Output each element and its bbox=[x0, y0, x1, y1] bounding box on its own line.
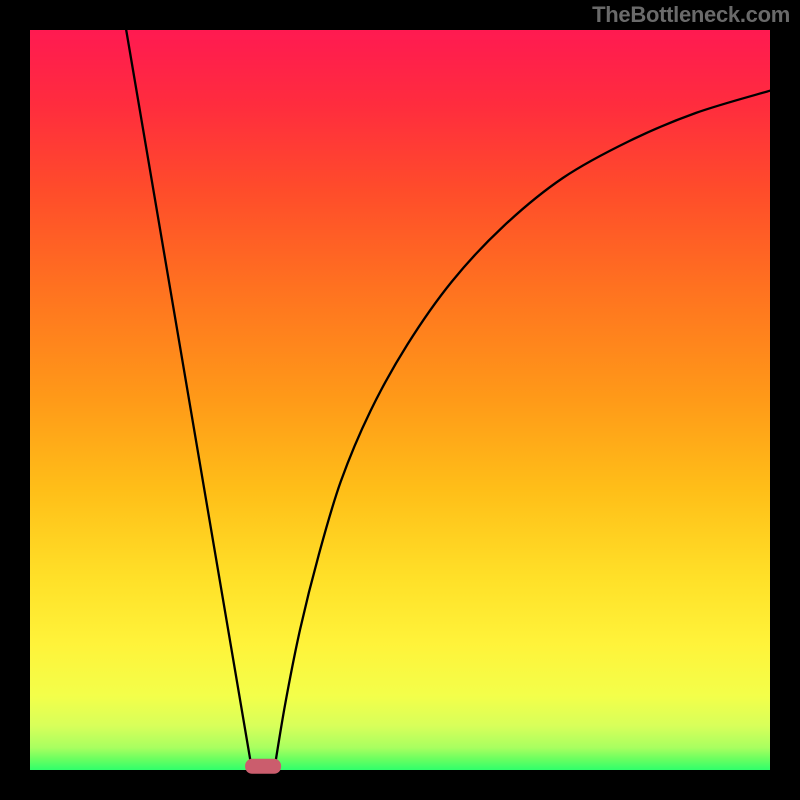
bottleneck-marker bbox=[245, 759, 281, 774]
plot-background bbox=[30, 30, 770, 770]
watermark-text: TheBottleneck.com bbox=[592, 2, 790, 28]
bottleneck-chart bbox=[0, 0, 800, 800]
chart-container: { "watermark": { "text": "TheBottleneck.… bbox=[0, 0, 800, 800]
